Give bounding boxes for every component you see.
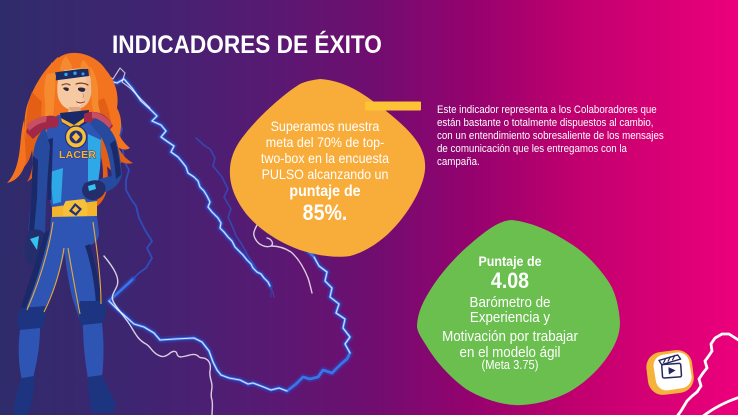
svg-text:LACER: LACER [59,149,96,161]
